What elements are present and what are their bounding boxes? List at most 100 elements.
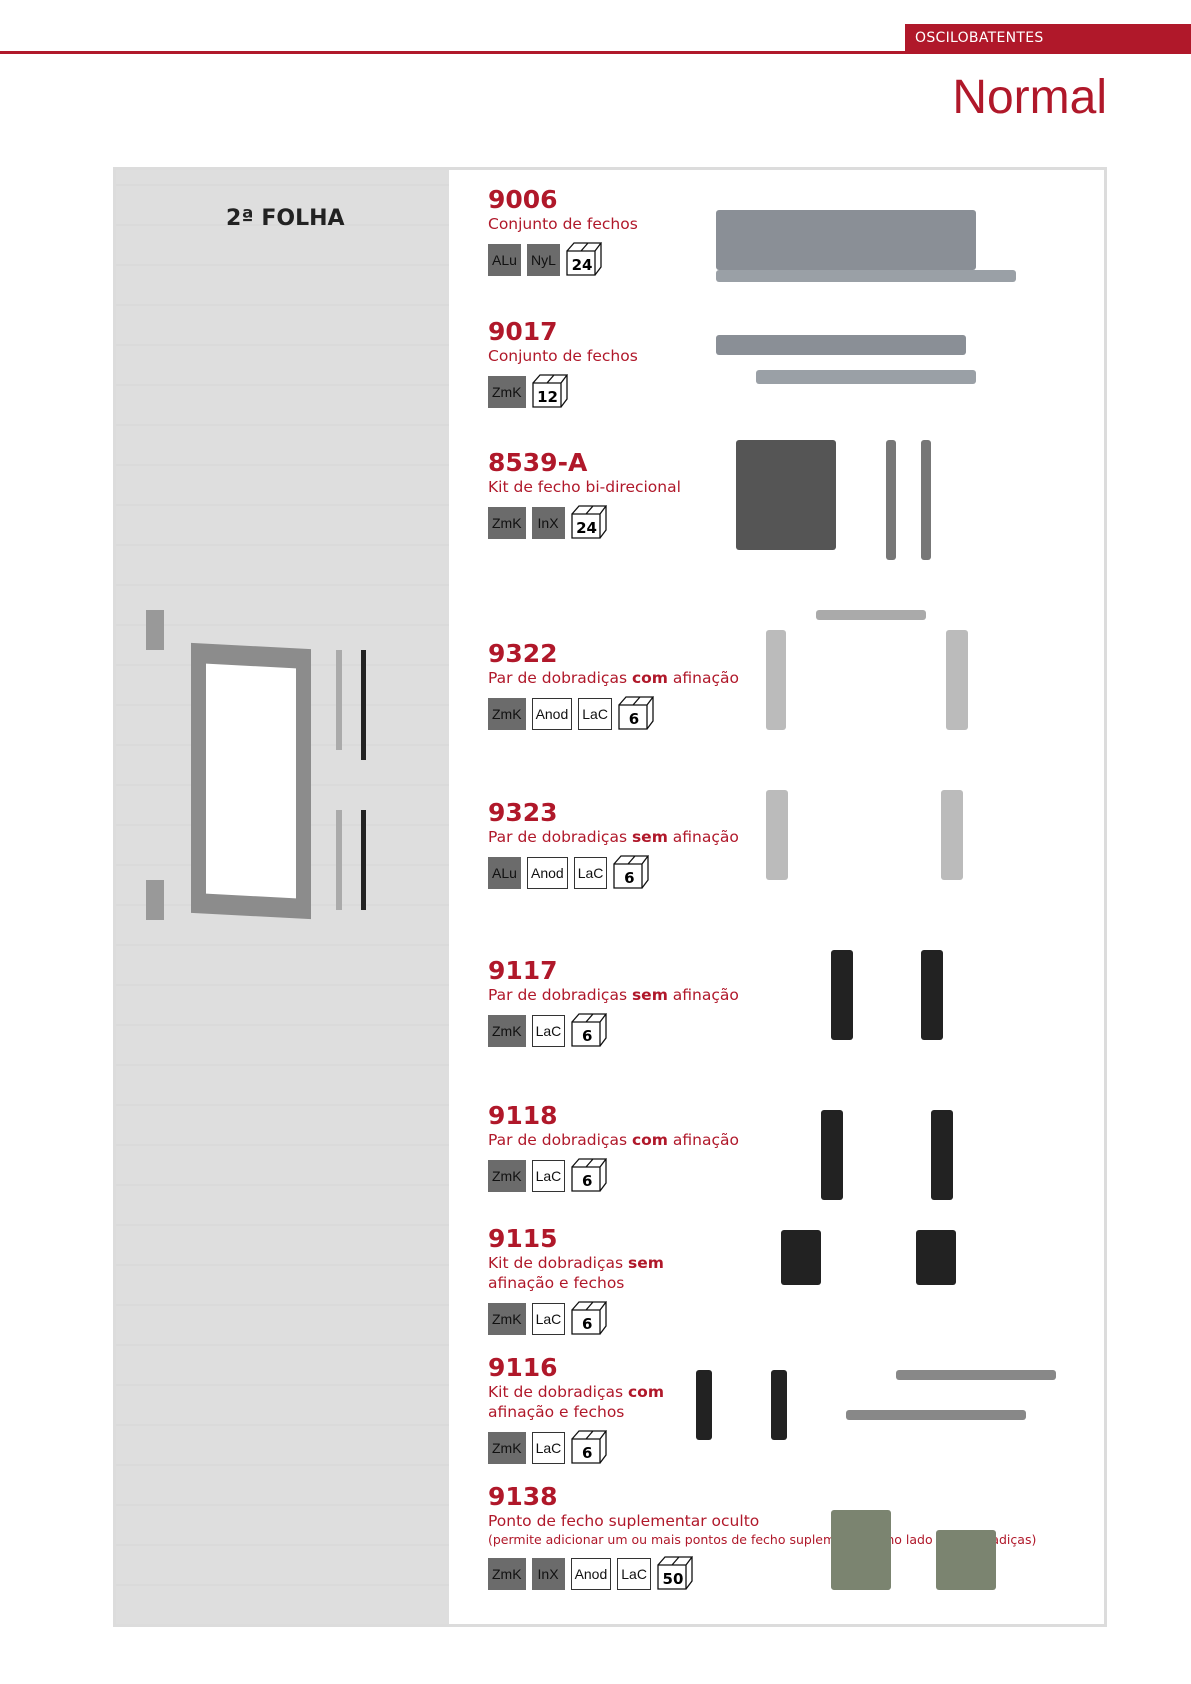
product-description: Par de dobradiças com afinação — [488, 669, 739, 687]
left-panel: 2ª FOLHA — [116, 170, 449, 1624]
material-badge: Anod — [570, 1558, 612, 1590]
material-badge: ZmK — [488, 1160, 526, 1192]
product-code: 8539-A — [488, 448, 588, 477]
product-description: Kit de dobradiças com afinação e fechos — [488, 1383, 664, 1421]
product-description: Kit de fecho bi-direcional — [488, 478, 681, 496]
product-image — [766, 630, 786, 730]
product-image — [921, 950, 943, 1040]
left-panel-heading: 2ª FOLHA — [226, 206, 345, 231]
material-badges: ZmK InX 24 — [488, 505, 681, 539]
product-code: 9115 — [488, 1224, 558, 1253]
box-icon — [571, 1158, 608, 1192]
material-badge: ZmK — [488, 1303, 526, 1335]
product-description: Par de dobradiças com afinação — [488, 1131, 739, 1149]
material-badge: InX — [531, 507, 565, 539]
product-image — [821, 1110, 843, 1200]
product-item: 9138 Ponto de fecho suplementar oculto (p… — [488, 1483, 1036, 1590]
material-badge: ZmK — [488, 1558, 526, 1590]
product-description: Conjunto de fechos — [488, 347, 638, 365]
material-badges: ZmK LaC 6 — [488, 1158, 739, 1192]
material-badge: LaC — [531, 1015, 566, 1047]
product-item: 9116 Kit de dobradiças com afinação e fec… — [488, 1354, 664, 1464]
material-badge: ZmK — [488, 1015, 526, 1047]
package-qty: 6 — [618, 696, 654, 730]
product-code: 9006 — [488, 185, 558, 214]
material-badges: ZmK LaC 6 — [488, 1430, 664, 1464]
package-qty: 6 — [571, 1158, 608, 1192]
material-badge: LaC — [531, 1432, 566, 1464]
box-icon — [571, 1430, 608, 1464]
material-badges: ZmK LaC 6 — [488, 1013, 739, 1047]
section-tab: OSCILOBATENTES — [905, 24, 1191, 53]
material-badge: NyL — [527, 244, 560, 276]
product-item: 9323 Par de dobradiças sem afinação ALu An… — [488, 799, 739, 889]
product-image — [816, 610, 926, 620]
page-title: Normal — [952, 71, 1107, 124]
window-frame-illustration — [146, 610, 366, 920]
package-qty: 24 — [570, 505, 607, 539]
product-code: 9322 — [488, 639, 558, 668]
material-badge: ZmK — [488, 507, 526, 539]
material-badges: ZmK Anod LaC 6 — [488, 696, 739, 730]
product-description: Kit de dobradiças sem afinação e fechos — [488, 1254, 664, 1292]
package-qty: 6 — [613, 855, 650, 889]
product-code: 9118 — [488, 1101, 558, 1130]
product-description: Ponto de fecho suplementar oculto — [488, 1512, 760, 1530]
package-qty: 50 — [657, 1556, 693, 1590]
box-icon — [618, 696, 654, 730]
product-image — [831, 950, 853, 1040]
material-badges: ZmK LaC 6 — [488, 1301, 664, 1335]
product-item: 8539-A Kit de fecho bi-direcional ZmK InX 2… — [488, 449, 681, 539]
product-image — [781, 1230, 821, 1285]
product-image — [921, 440, 931, 560]
product-image — [946, 630, 968, 730]
product-image — [941, 790, 963, 880]
product-image — [716, 210, 976, 270]
product-image — [716, 270, 1016, 282]
product-image — [736, 440, 836, 550]
product-image — [756, 370, 976, 384]
box-icon — [571, 1013, 608, 1047]
material-badge: ZmK — [488, 1432, 526, 1464]
product-note: (permite adicionar um ou mais pontos de … — [488, 1532, 1037, 1547]
product-code: 9323 — [488, 798, 558, 827]
box-icon — [613, 855, 650, 889]
box-icon — [571, 1301, 608, 1335]
material-badge: ZmK — [488, 376, 526, 408]
product-description: Par de dobradiças sem afinação — [488, 986, 739, 1004]
product-image — [886, 440, 896, 560]
material-badges: ALu NyL 24 — [488, 242, 638, 276]
box-icon — [531, 374, 568, 408]
product-description: Conjunto de fechos — [488, 215, 638, 233]
product-item: 9322 Par de dobradiças com afinação ZmK An… — [488, 640, 739, 730]
package-qty: 6 — [571, 1430, 608, 1464]
product-image — [846, 1410, 1026, 1420]
product-image — [936, 1530, 996, 1590]
product-image — [716, 335, 966, 355]
material-badge: LaC — [573, 857, 608, 889]
header-rule — [0, 51, 1191, 54]
material-badge: Anod — [527, 857, 568, 889]
product-image — [896, 1370, 1056, 1380]
package-qty: 24 — [566, 242, 602, 276]
material-badges: ZmK 12 — [488, 374, 638, 408]
material-badge: ALu — [488, 244, 521, 276]
product-item: 9118 Par de dobradiças com afinação ZmK La… — [488, 1102, 739, 1192]
package-qty: 6 — [571, 1301, 608, 1335]
material-badge: ALu — [488, 857, 521, 889]
product-item: 9017 Conjunto de fechos ZmK 12 — [488, 318, 638, 408]
product-description: Par de dobradiças sem afinação — [488, 828, 739, 846]
product-item: 9006 Conjunto de fechos ALu NyL 24 — [488, 186, 638, 276]
catalog-panel: 2ª FOLHA 9006 Conjunto de fechos ALu NyL 24… — [113, 167, 1107, 1627]
material-badge: LaC — [578, 698, 612, 730]
material-badge: InX — [531, 1558, 565, 1590]
material-badge: LaC — [617, 1558, 651, 1590]
product-image — [696, 1370, 712, 1440]
material-badge: ZmK — [488, 698, 526, 730]
product-code: 9017 — [488, 317, 558, 346]
material-badges: ZmK InX Anod LaC 50 — [488, 1556, 1036, 1590]
product-image — [931, 1110, 953, 1200]
product-image — [771, 1370, 787, 1440]
package-qty: 12 — [531, 374, 568, 408]
box-icon — [566, 242, 602, 276]
